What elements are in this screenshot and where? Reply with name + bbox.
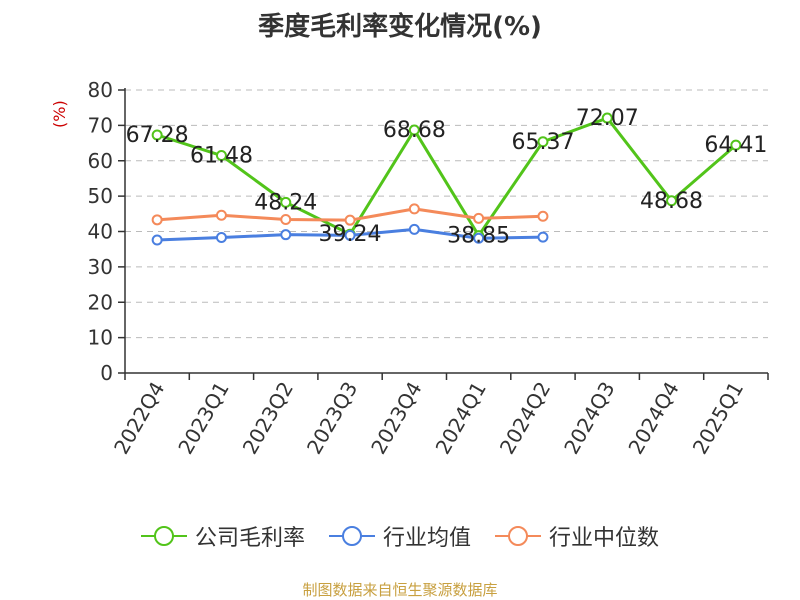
data-point	[537, 136, 549, 148]
data-point	[280, 229, 292, 241]
data-point	[151, 214, 163, 226]
x-tick-label: 2024Q2	[495, 378, 555, 459]
y-tick-label: 40	[88, 220, 113, 244]
data-point	[408, 124, 420, 136]
legend-label: 行业均值	[382, 526, 471, 551]
grid-lines	[125, 89, 768, 339]
legend: 公司毛利率 行业均值 行业中位数	[0, 520, 800, 552]
legend-swatch-green	[140, 526, 187, 546]
legend-item-industry-median[interactable]: 行业中位数	[495, 520, 659, 552]
data-point	[151, 234, 163, 246]
data-point	[666, 195, 678, 207]
data-point	[280, 213, 292, 225]
data-source-note: 制图数据来自恒生聚源数据库	[302, 581, 498, 599]
y-tick-label: 0	[100, 361, 113, 385]
data-label: 48.24	[254, 190, 317, 215]
data-label: 67.28	[126, 123, 189, 148]
chart-title: 季度毛利率变化情况(%)	[258, 12, 542, 42]
y-tick-label: 70	[88, 113, 113, 137]
data-point	[473, 232, 485, 244]
data-label: 39.24	[319, 222, 382, 247]
x-tick-label: 2024Q3	[559, 378, 619, 459]
data-label: 65.37	[511, 130, 574, 155]
legend-swatch-orange	[495, 526, 541, 546]
data-label: 68.68	[383, 118, 446, 143]
y-tick-label: 10	[88, 326, 113, 350]
x-tick-label: 2024Q4	[623, 378, 683, 459]
data-point	[151, 129, 163, 141]
series-line	[156, 116, 737, 238]
y-tick-label: 60	[88, 149, 113, 173]
x-tick-label: 2023Q4	[366, 378, 426, 459]
data-point	[730, 139, 742, 151]
data-point	[537, 231, 549, 243]
data-label: 38.85	[447, 224, 510, 249]
legend-item-industry-mean[interactable]: 行业均值	[328, 520, 471, 552]
data-point	[280, 196, 292, 208]
data-label: 64.41	[704, 133, 767, 158]
x-tick-label: 2022Q4	[109, 378, 169, 459]
legend-swatch-blue	[328, 526, 375, 546]
data-point	[215, 150, 227, 162]
legend-label: 公司毛利率	[194, 526, 305, 551]
x-tick-label: 2023Q1	[173, 378, 233, 459]
y-tick-label: 20	[88, 290, 113, 314]
data-point	[408, 223, 420, 235]
y-tick-label: 50	[88, 184, 113, 208]
x-tick-label: 2024Q1	[431, 378, 491, 459]
data-label: 72.07	[576, 106, 639, 131]
data-point	[408, 203, 420, 215]
legend-label: 行业中位数	[549, 526, 660, 551]
x-tick-label: 2023Q3	[302, 378, 362, 459]
x-tick-label: 2023Q2	[238, 378, 298, 459]
y-tick-label: 30	[88, 255, 113, 279]
data-point	[537, 210, 549, 222]
data-point	[215, 232, 227, 244]
data-point	[215, 209, 227, 221]
data-point	[344, 214, 356, 226]
x-tick-label: 2025Q1	[688, 378, 748, 459]
series-lines	[151, 112, 742, 246]
data-point	[601, 112, 613, 124]
y-tick-label: 80	[88, 78, 113, 102]
data-point	[344, 229, 356, 241]
data-point	[473, 212, 485, 224]
data-label: 61.48	[190, 144, 253, 169]
data-label: 48.68	[640, 189, 703, 214]
legend-item-company-margin[interactable]: 公司毛利率	[140, 520, 305, 552]
